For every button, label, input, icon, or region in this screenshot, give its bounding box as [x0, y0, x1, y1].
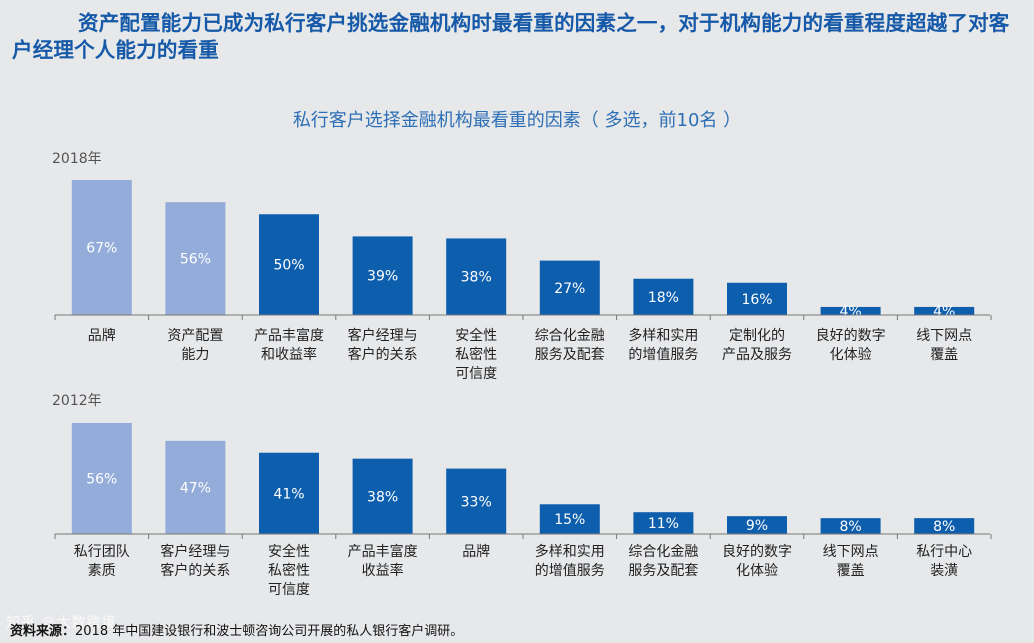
- category-label-0-9-0: 线下网点: [916, 328, 972, 344]
- category-label-0-1-0: 资产配置: [167, 328, 223, 344]
- value-label-1-2: 41%: [273, 486, 304, 502]
- value-label-1-0: 56%: [86, 472, 117, 488]
- value-label-1-9: 8%: [933, 519, 955, 535]
- category-label-1-3-0: 产品丰富度: [348, 543, 418, 560]
- category-label-0-2-0: 产品丰富度: [254, 327, 324, 344]
- category-label-1-9-1: 装潢: [930, 563, 958, 579]
- category-label-1-0-1: 素质: [88, 563, 116, 579]
- value-label-0-8: 4%: [839, 304, 861, 320]
- bar-0-3: [352, 236, 413, 315]
- category-label-1-2-1: 私密性: [268, 562, 310, 579]
- bar-1-3: [352, 458, 413, 534]
- category-label-1-3-1: 收益率: [362, 562, 404, 579]
- source-note: 资料来源：2018 年中国建设银行和波士顿咨询公司开展的私人银行客户调研。: [10, 620, 463, 639]
- category-label-1-7-0: 良好的数字: [722, 544, 792, 560]
- bar-0-2: [259, 214, 319, 315]
- bar-0-1: [165, 202, 226, 315]
- category-label-1-5-1: 的增值服务: [535, 563, 605, 579]
- category-label-1-6-0: 综合化金融: [628, 544, 698, 560]
- category-label-0-3-1: 客户的关系: [348, 346, 418, 363]
- category-label-0-2-1: 和收益率: [261, 346, 317, 363]
- category-label-1-4-0: 品牌: [462, 543, 490, 560]
- bar-0-4: [446, 238, 507, 315]
- bar-1-5: [539, 504, 600, 534]
- category-label-0-5-0: 综合化金融: [535, 328, 605, 344]
- category-label-1-8-1: 覆盖: [837, 563, 865, 579]
- value-label-0-5: 27%: [554, 281, 585, 297]
- category-label-1-5-0: 多样和实用: [535, 543, 605, 560]
- value-label-1-7: 9%: [746, 518, 768, 534]
- category-label-0-7-1: 产品及服务: [722, 347, 792, 363]
- category-label-0-3-0: 客户经理与: [348, 327, 418, 344]
- value-label-0-3: 39%: [367, 269, 398, 285]
- value-label-1-1: 47%: [180, 480, 211, 496]
- bar-0-8: [820, 306, 881, 315]
- chart-title: 私行客户选择金融机构最看重的因素（ 多选，前10名 ）: [292, 110, 742, 131]
- source-text: 2018 年中国建设银行和波士顿咨询公司开展的私人银行客户调研。: [75, 624, 464, 639]
- bar-1-0: [71, 423, 132, 534]
- value-label-1-4: 33%: [461, 494, 492, 510]
- category-label-1-1-1: 客户的关系: [160, 562, 230, 579]
- value-label-0-2: 50%: [273, 258, 304, 274]
- value-label-1-5: 15%: [554, 512, 585, 528]
- category-label-1-0-0: 私行团队: [74, 544, 130, 560]
- category-label-0-4-2: 可信度: [455, 366, 497, 382]
- category-label-0-7-0: 定制化的: [729, 328, 785, 344]
- category-label-0-1-1: 能力: [181, 347, 209, 363]
- value-label-0-6: 18%: [648, 290, 679, 306]
- bar-1-9: [914, 518, 975, 534]
- category-label-1-7-1: 化体验: [736, 563, 778, 579]
- category-label-1-2-0: 安全性: [268, 543, 310, 560]
- category-label-1-1-0: 客户经理与: [160, 543, 230, 560]
- category-label-0-4-0: 安全性: [455, 327, 497, 344]
- category-label-0-8-1: 化体验: [830, 347, 872, 363]
- bar-1-6: [633, 512, 694, 534]
- category-label-1-8-0: 线下网点: [823, 544, 879, 560]
- category-label-1-6-1: 服务及配套: [628, 563, 698, 579]
- value-label-0-7: 16%: [741, 292, 772, 308]
- value-label-0-9: 4%: [933, 304, 955, 320]
- panel-label-2018: 2018年: [52, 151, 102, 167]
- value-label-0-1: 56%: [180, 252, 211, 268]
- bar-0-7: [727, 282, 787, 315]
- bar-1-2: [259, 452, 319, 534]
- bar-1-7: [727, 516, 787, 534]
- bar-1-8: [820, 518, 881, 534]
- value-label-0-4: 38%: [461, 270, 492, 286]
- panel-label-2012: 2012年: [52, 393, 102, 409]
- category-label-1-9-0: 私行中心: [916, 544, 972, 560]
- headline: 资产配置能力已成为私行客户挑选金融机构时最看重的因素之一，对于机构能力的看重程度…: [12, 11, 1010, 62]
- category-label-0-6-0: 多样和实用: [628, 327, 698, 344]
- category-label-0-8-0: 良好的数字: [816, 328, 886, 344]
- category-label-0-9-1: 覆盖: [930, 347, 958, 363]
- category-label-0-6-1: 的增值服务: [628, 347, 698, 363]
- bar-0-6: [633, 278, 694, 315]
- bar-0-0: [71, 180, 132, 315]
- value-label-1-8: 8%: [839, 519, 861, 535]
- category-label-0-4-1: 私密性: [455, 346, 497, 363]
- category-label-0-5-1: 服务及配套: [535, 347, 605, 363]
- value-label-0-0: 67%: [86, 241, 117, 257]
- source-label: 资料来源：: [10, 624, 76, 639]
- bar-0-5: [539, 260, 600, 315]
- bar-1-1: [165, 440, 226, 534]
- value-label-1-3: 38%: [367, 489, 398, 505]
- bar-0-9: [914, 306, 975, 315]
- watermark: 知乎 @大数跨境: [6, 615, 117, 631]
- category-label-0-0-0: 品牌: [88, 327, 116, 344]
- value-label-1-6: 11%: [648, 516, 679, 532]
- category-label-1-2-2: 可信度: [268, 582, 310, 598]
- bar-1-4: [446, 468, 507, 534]
